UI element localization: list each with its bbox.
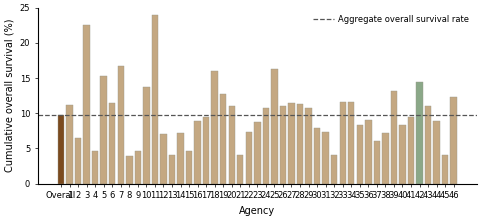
Legend: Aggregate overall survival rate: Aggregate overall survival rate bbox=[309, 12, 472, 28]
Bar bbox=[339, 102, 345, 184]
Bar bbox=[237, 155, 243, 184]
Bar bbox=[305, 108, 311, 184]
Bar bbox=[185, 151, 192, 184]
Bar bbox=[126, 156, 132, 184]
Bar bbox=[100, 76, 107, 184]
Bar bbox=[356, 125, 362, 184]
Bar bbox=[296, 104, 302, 184]
Bar bbox=[262, 108, 268, 184]
Aggregate overall survival rate bbox=[67, 114, 72, 117]
Bar bbox=[313, 128, 320, 184]
Bar bbox=[407, 117, 413, 184]
Bar bbox=[177, 133, 183, 184]
Bar bbox=[58, 115, 64, 184]
Bar bbox=[279, 106, 286, 184]
Bar bbox=[83, 25, 90, 184]
Aggregate overall survival rate bbox=[58, 114, 64, 117]
Bar bbox=[382, 133, 388, 184]
Bar bbox=[424, 106, 431, 184]
Bar bbox=[228, 106, 234, 184]
Bar bbox=[168, 156, 175, 184]
Bar bbox=[194, 121, 200, 184]
Bar bbox=[151, 15, 158, 184]
Bar bbox=[245, 132, 252, 184]
Bar bbox=[92, 151, 98, 184]
Bar bbox=[322, 132, 328, 184]
Bar bbox=[364, 120, 371, 184]
Bar bbox=[66, 105, 72, 184]
X-axis label: Agency: Agency bbox=[239, 206, 275, 216]
Bar bbox=[450, 97, 456, 184]
Bar bbox=[117, 66, 124, 184]
Bar bbox=[398, 125, 405, 184]
Bar bbox=[441, 155, 447, 184]
Bar bbox=[134, 151, 141, 184]
Bar bbox=[143, 86, 149, 184]
Bar bbox=[373, 141, 379, 184]
Bar bbox=[390, 91, 396, 184]
Bar bbox=[211, 71, 217, 184]
Bar bbox=[160, 134, 166, 184]
Bar bbox=[253, 122, 260, 184]
Bar bbox=[348, 102, 354, 184]
Bar bbox=[271, 69, 277, 184]
Bar bbox=[109, 103, 115, 184]
Bar bbox=[203, 117, 209, 184]
Bar bbox=[75, 138, 81, 184]
Bar bbox=[219, 94, 226, 184]
Bar bbox=[432, 121, 439, 184]
Bar bbox=[330, 156, 336, 184]
Bar bbox=[416, 82, 422, 184]
Bar bbox=[288, 103, 294, 184]
Y-axis label: Cumulative overall survival (%): Cumulative overall survival (%) bbox=[4, 19, 14, 172]
